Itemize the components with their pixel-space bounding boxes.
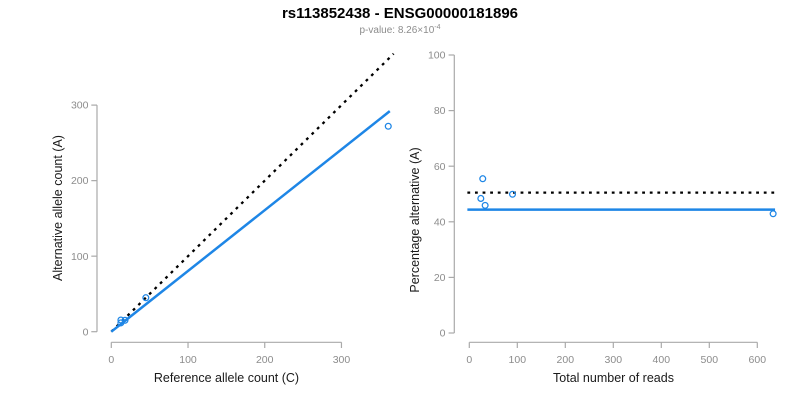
y-tick-label: 60 [434, 161, 446, 173]
pvalue-exponent: -4 [434, 24, 441, 31]
data-point [384, 122, 392, 130]
data-point [508, 190, 517, 198]
y-tick-label: 100 [428, 50, 446, 62]
data-point [479, 175, 487, 183]
x-tick-label: 600 [749, 354, 767, 366]
y-tick-label: 0 [440, 328, 446, 340]
fit-line [110, 110, 391, 333]
y-tick-label: 100 [71, 251, 89, 263]
data-point [769, 210, 777, 218]
x-tick-label: 100 [179, 354, 197, 366]
x-tick-label: 300 [333, 354, 351, 366]
figure-subtitle: p-value: 8.26×10-4 [0, 24, 800, 36]
data-point [142, 294, 150, 302]
x-tick-label: 100 [509, 354, 527, 366]
data-point [117, 316, 125, 324]
y-tick-label: 80 [434, 105, 446, 117]
x-tick-label: 0 [466, 354, 472, 366]
x-tick-label: 300 [605, 354, 623, 366]
left-plot-ylabel: Alternative allele count (A) [51, 135, 65, 281]
x-tick-label: 0 [108, 354, 114, 366]
data-point [477, 194, 485, 202]
x-tick-label: 500 [701, 354, 719, 366]
right-scatter-plot: 0 20 40 60 80 100 0 100 200 300 400 500 600 [428, 50, 777, 366]
x-tick-label: 200 [256, 354, 274, 366]
y-tick-label: 200 [71, 175, 89, 187]
y-tick-label: 20 [434, 272, 446, 284]
y-tick-label: 40 [434, 216, 446, 228]
left-scatter-plot: 0 100 200 300 0 100 200 300 [71, 52, 395, 366]
x-tick-label: 200 [557, 354, 575, 366]
figure-title: rs113852438 - ENSG00000181896 [281, 5, 519, 22]
identity-line [110, 52, 395, 333]
y-tick-label: 0 [83, 326, 89, 338]
x-tick-label: 400 [653, 354, 671, 366]
right-plot-xlabel: Total number of reads [553, 371, 674, 385]
left-plot-xlabel: Reference allele count (C) [153, 371, 300, 385]
data-point [481, 201, 489, 209]
data-point [121, 316, 129, 324]
y-tick-label: 300 [71, 100, 89, 112]
right-plot-ylabel: Percentage alternative (A) [408, 147, 422, 293]
pvalue-text: p-value: 8.26×10 [359, 25, 435, 36]
